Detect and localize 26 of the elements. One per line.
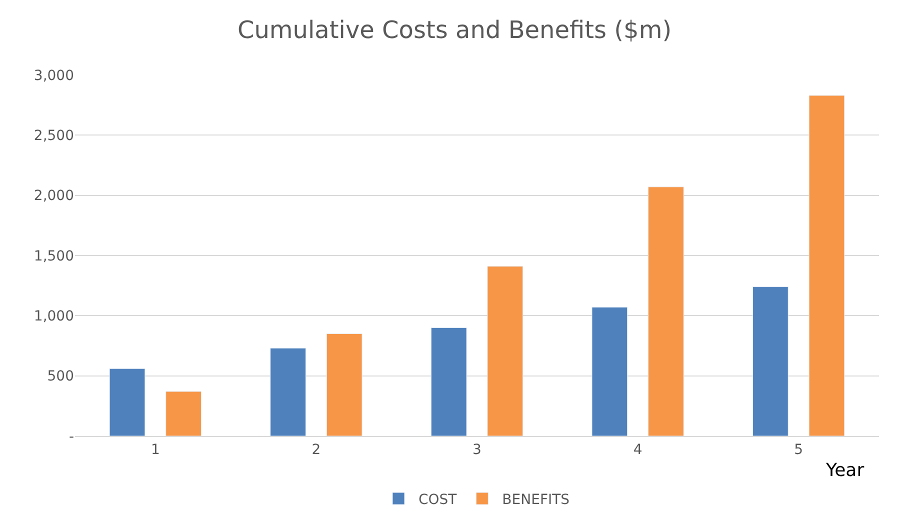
y-tick-label: 1,500 [34, 248, 74, 264]
bar [326, 333, 362, 436]
bar [752, 286, 788, 436]
y-tick-label: 500 [47, 368, 74, 385]
legend-label: BENEFITS [502, 492, 570, 508]
bar [270, 348, 306, 436]
y-tick-label: 2,500 [34, 128, 74, 144]
bar [166, 391, 202, 436]
x-tick-label: 2 [312, 442, 321, 458]
legend-label: COST [418, 492, 458, 508]
y-tick-label: - [68, 428, 74, 445]
bar [592, 306, 628, 436]
x-tick-label: 4 [633, 442, 642, 458]
y-tick-label: 3,000 [34, 68, 74, 84]
bar [430, 327, 467, 436]
x-tick-label: 1 [150, 442, 160, 458]
bar [487, 266, 524, 436]
chart-title: Cumulative Costs and Benefits ($m) [237, 16, 672, 44]
x-tick-label: 5 [794, 442, 804, 458]
bar [109, 368, 146, 436]
x-tick-label: 3 [472, 442, 482, 458]
y-tick-label: 2,000 [34, 188, 74, 204]
bar [808, 95, 845, 436]
x-axis-title: Year [825, 460, 865, 481]
bar [648, 186, 684, 436]
y-tick-label: 1,000 [34, 308, 74, 325]
